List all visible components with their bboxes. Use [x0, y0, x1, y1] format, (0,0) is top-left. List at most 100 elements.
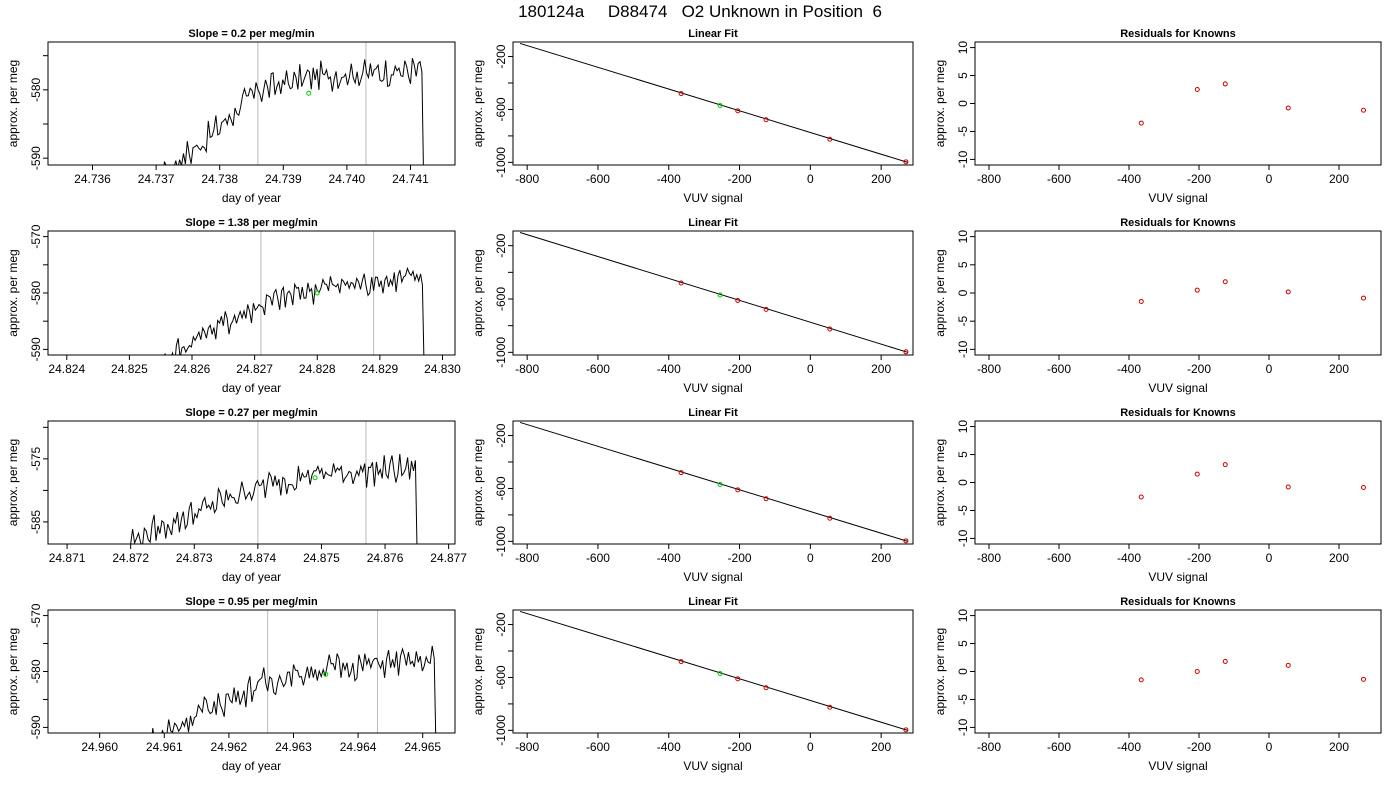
x-tick-label: -600 [1047, 740, 1071, 754]
data-trace [130, 453, 418, 544]
x-tick-label: -400 [1117, 362, 1141, 376]
known-point [827, 515, 833, 521]
timeseries-panel-3: Slope = 0.27 per meg/min 24.871 24.872 24.8… [6, 407, 467, 584]
y-tick-label: 10 [956, 420, 970, 434]
y-tick-label: -570 [29, 603, 43, 627]
x-tick-label: 200 [1329, 740, 1349, 754]
y-axis-label: approx. per meg [471, 628, 485, 715]
x-axis-label: day of year [222, 191, 281, 205]
x-tick-label: 200 [871, 740, 891, 754]
plot-frame [512, 230, 914, 356]
residual-point [1222, 658, 1228, 664]
fit-line [519, 421, 908, 542]
residual-point [1194, 669, 1200, 674]
x-axis-label: VUV signal [683, 570, 742, 584]
residual-point [1138, 120, 1144, 126]
x-tick-label: -400 [657, 551, 681, 565]
x-tick-label: -400 [657, 362, 681, 376]
plot-frame [974, 609, 1382, 734]
data-trace [163, 58, 424, 165]
panel-title: Slope = 1.38 per meg/min [185, 217, 318, 229]
x-axis-label: day of year [222, 381, 281, 395]
y-tick-label: -590 [29, 146, 43, 170]
panel-title: Residuals for Knowns [1120, 28, 1236, 40]
residuals-panel-3: Residuals for Knowns -800 -600 -400 -200 0 200… [933, 407, 1382, 584]
unknown-point [717, 102, 723, 108]
x-tick-label: -800 [977, 740, 1001, 754]
unknown-marker [323, 671, 329, 677]
x-tick-label: 24.960 [81, 740, 118, 754]
panel-title: Linear Fit [688, 596, 738, 608]
y-tick-label: -600 [494, 97, 508, 121]
residual-point [1138, 677, 1144, 683]
plot-frame [47, 420, 456, 545]
y-tick-label: -10 [956, 340, 970, 358]
known-point [735, 676, 741, 682]
y-tick-label: -580 [29, 281, 43, 305]
x-tick-label: 0 [1266, 172, 1273, 186]
y-tick-label: -580 [29, 78, 43, 102]
x-tick-label: -200 [728, 362, 752, 376]
y-tick-label: 10 [956, 609, 970, 623]
y-axis-label: approx. per meg [933, 439, 947, 526]
y-tick-label: -600 [494, 287, 508, 311]
plot-frame [47, 230, 456, 356]
x-tick-label: -400 [657, 172, 681, 186]
residuals-panel-2: Residuals for Knowns -800 -600 -400 -200 0 200… [933, 217, 1382, 395]
x-tick-label: -800 [515, 172, 539, 186]
residuals-panel-1: Residuals for Knowns -800 -600 -400 -200 0 200… [933, 28, 1382, 205]
plot-frame [974, 420, 1382, 545]
linear-fit-panel-3: Linear Fit -800 -600 -400 -200 0 200 VUV signal… [471, 407, 914, 584]
y-tick-label: 0 [956, 479, 970, 486]
known-point [903, 159, 909, 165]
known-point [763, 685, 769, 691]
plot-frame [974, 41, 1382, 166]
residual-point [1222, 462, 1228, 468]
x-tick-label: 0 [807, 551, 814, 565]
residual-point [1222, 81, 1228, 87]
x-axis-label: VUV signal [683, 759, 742, 773]
x-tick-label: -600 [1047, 172, 1071, 186]
residual-point [1285, 484, 1291, 490]
unknown-point [717, 670, 723, 676]
x-tick-label: 24.739 [265, 172, 302, 186]
residual-point [1138, 494, 1144, 500]
x-tick-label: 24.963 [275, 740, 312, 754]
y-axis-label: approx. per meg [933, 249, 947, 336]
y-tick-label: -200 [494, 44, 508, 68]
panel-title: Linear Fit [688, 407, 738, 419]
x-tick-label: 24.875 [303, 551, 340, 565]
y-tick-label: -590 [29, 337, 43, 361]
residual-point [1285, 289, 1291, 295]
known-point [827, 326, 833, 332]
x-axis-label: day of year [222, 759, 281, 773]
x-tick-label: 24.964 [340, 740, 377, 754]
x-tick-label: 24.965 [404, 740, 441, 754]
y-tick-label: -580 [29, 659, 43, 683]
known-point [678, 280, 684, 286]
y-tick-label: 5 [956, 451, 970, 458]
x-tick-label: 24.877 [430, 551, 467, 565]
panel-title: Slope = 0.27 per meg/min [185, 407, 318, 419]
x-tick-label: 24.962 [211, 740, 248, 754]
y-tick-label: -570 [29, 224, 43, 248]
x-tick-label: -600 [586, 362, 610, 376]
x-tick-label: 24.738 [201, 172, 238, 186]
known-point [735, 108, 741, 114]
x-tick-label: -200 [728, 551, 752, 565]
x-tick-label: 0 [807, 362, 814, 376]
x-axis-label: VUV signal [683, 191, 742, 205]
x-tick-label: -200 [728, 740, 752, 754]
known-point [763, 496, 769, 502]
timeseries-panel-1: Slope = 0.2 per meg/min 24.736 24.737 24.73… [6, 28, 456, 205]
x-tick-label: -400 [1117, 172, 1141, 186]
x-tick-label: -200 [728, 172, 752, 186]
x-tick-label: -400 [657, 740, 681, 754]
known-point [903, 727, 909, 733]
residual-point [1222, 279, 1228, 285]
y-tick-label: 0 [956, 100, 970, 107]
y-tick-label: -5 [956, 694, 970, 705]
x-tick-label: -800 [515, 362, 539, 376]
fit-line [519, 610, 908, 731]
x-tick-label: 200 [871, 172, 891, 186]
